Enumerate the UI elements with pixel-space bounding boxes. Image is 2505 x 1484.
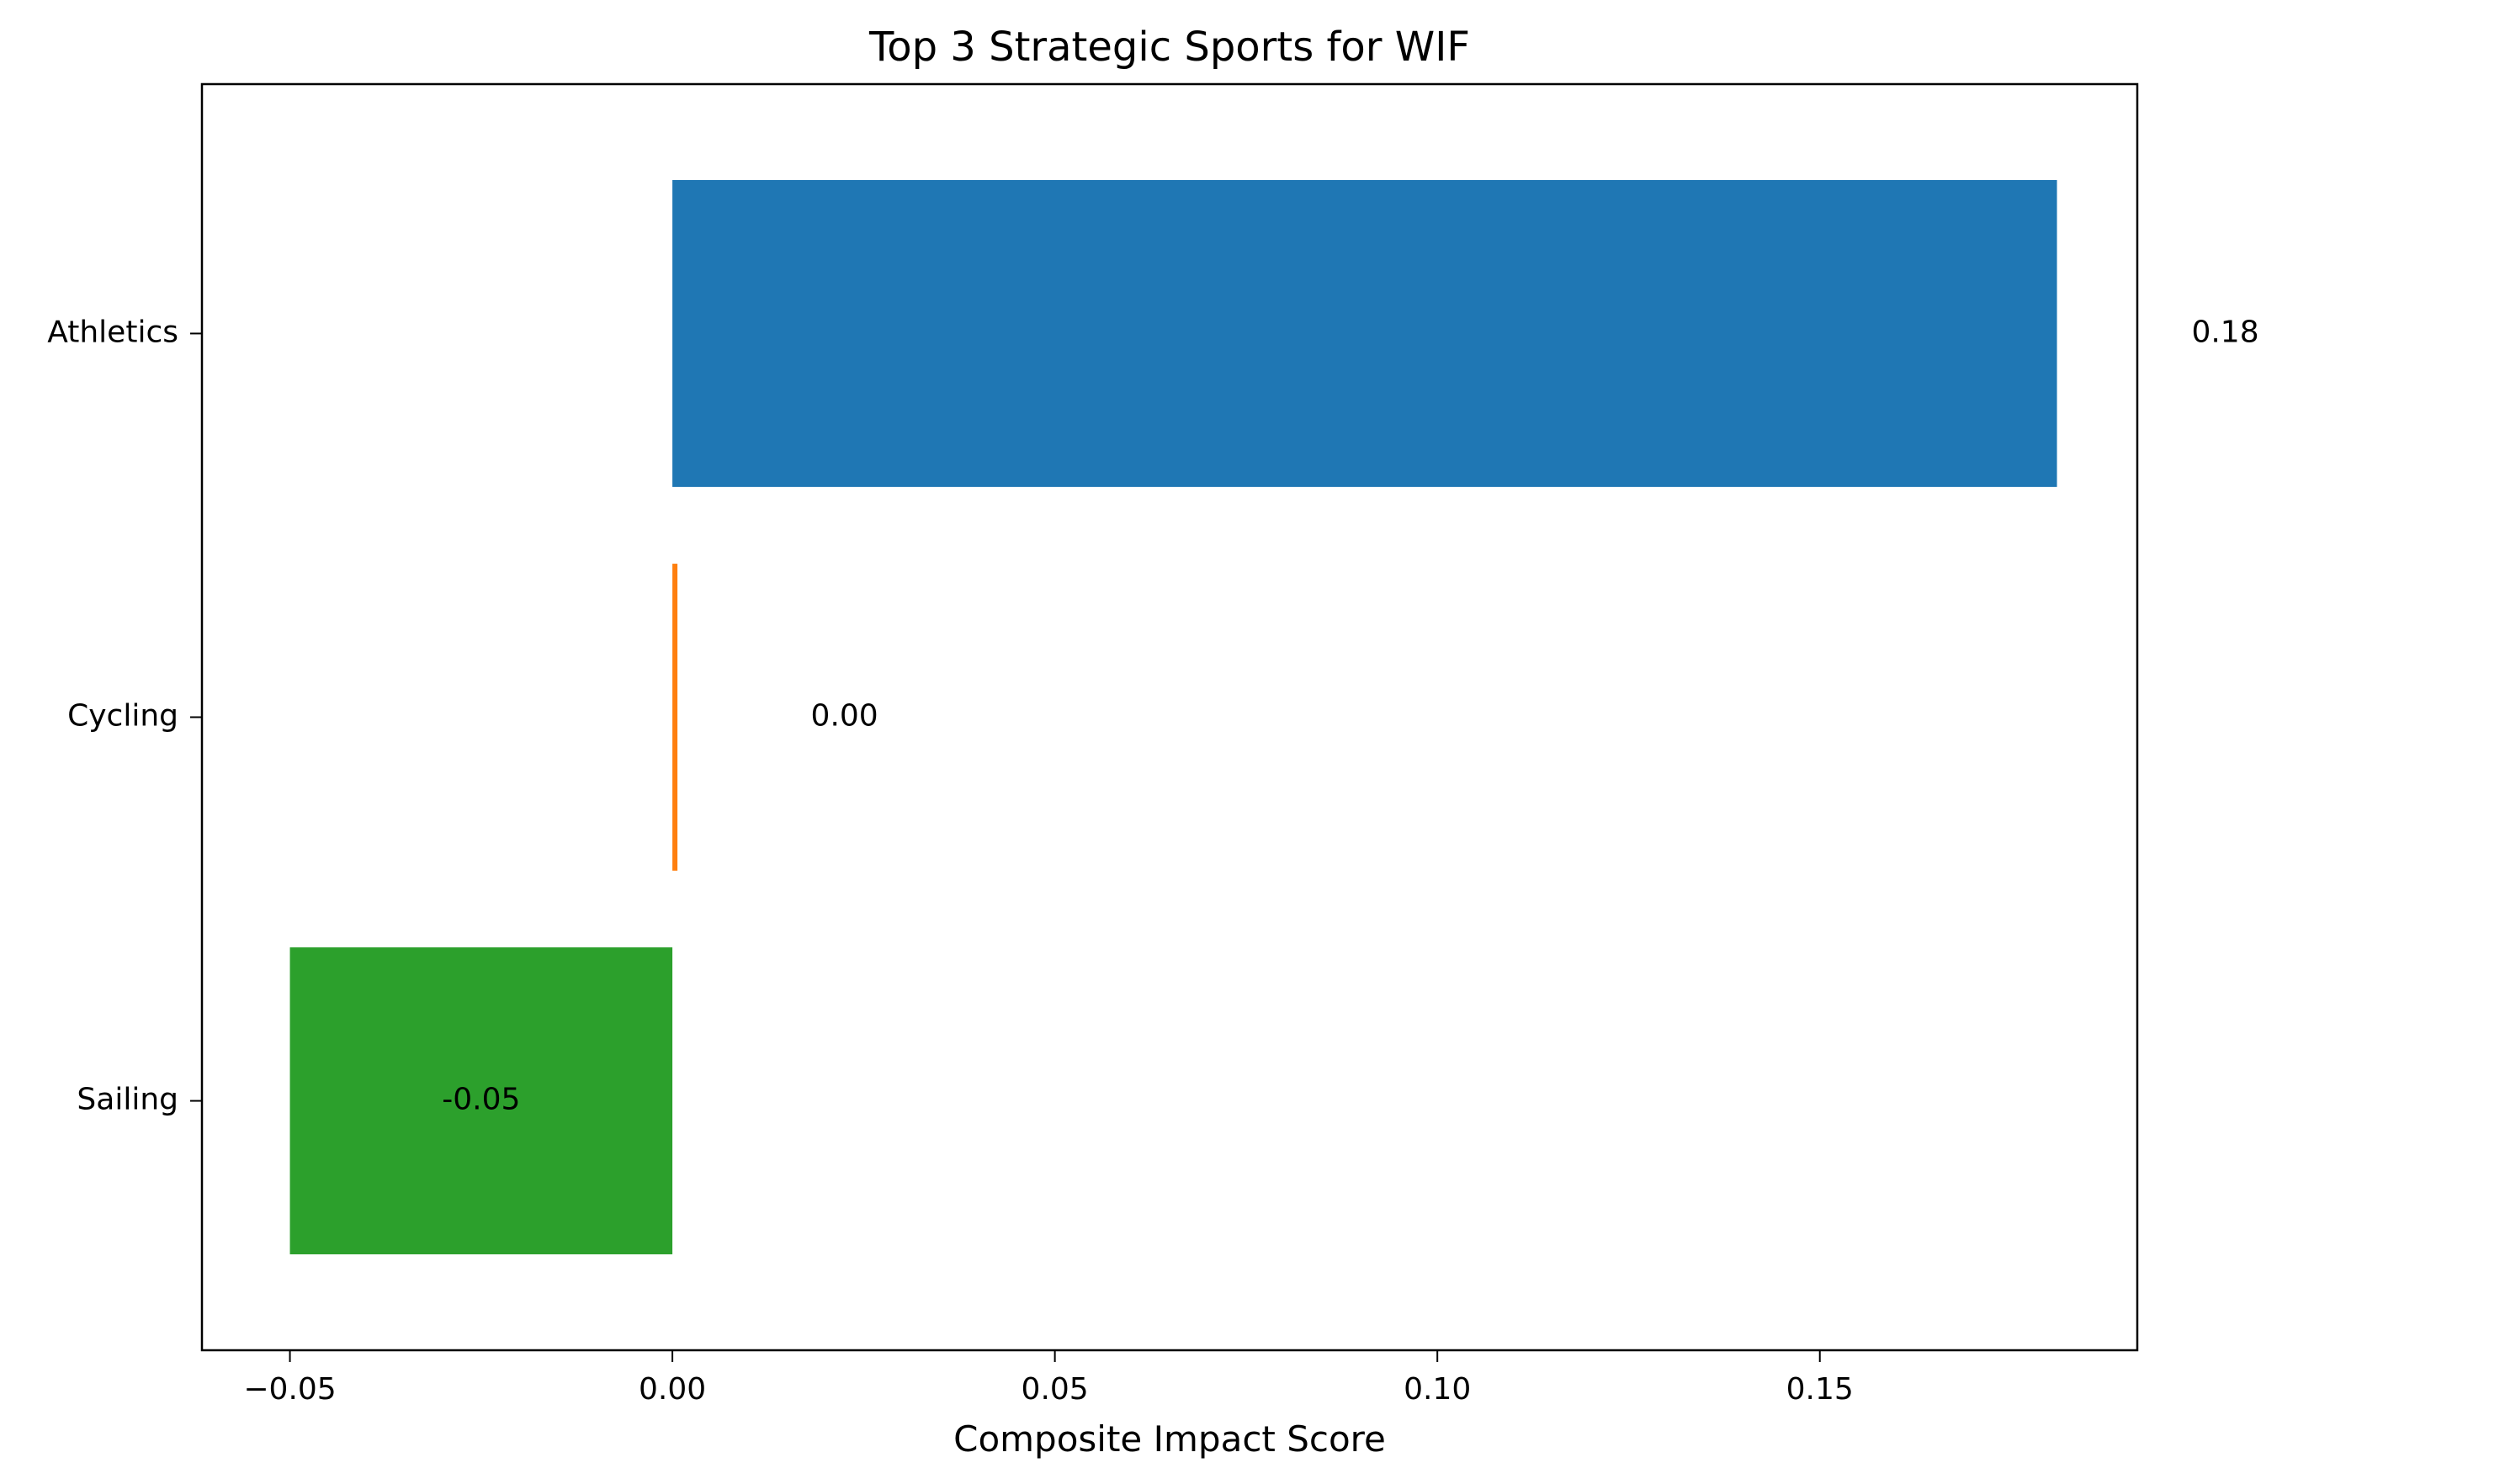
y-tick-label: Cycling [67, 699, 178, 734]
chart-title: Top 3 Strategic Sports for WIF [868, 24, 1470, 71]
bar-sailing [289, 947, 673, 1254]
y-axis-ticks: Athletics Cycling Sailing [47, 315, 202, 1117]
bars [289, 180, 2057, 1254]
x-tick-label: 0.10 [1404, 1372, 1471, 1407]
x-tick-label: 0.05 [1022, 1372, 1089, 1407]
x-tick-label: 0.00 [639, 1372, 706, 1407]
x-axis-label: Composite Impact Score [953, 1418, 1386, 1460]
plot-frame [200, 82, 2139, 1352]
bar-cycling [672, 564, 678, 871]
x-tick-label: 0.15 [1786, 1372, 1854, 1407]
x-tick-label: −0.05 [243, 1372, 336, 1407]
data-label-athletics: 0.18 [2191, 315, 2258, 349]
y-tick-label: Sailing [77, 1083, 178, 1117]
bar-athletics [672, 180, 2057, 487]
data-label-cycling: 0.00 [811, 699, 878, 734]
x-axis-ticks: −0.05 0.00 0.05 0.10 0.15 [243, 1350, 1854, 1407]
y-tick-label: Athletics [47, 315, 178, 349]
data-label-sailing: -0.05 [442, 1083, 520, 1117]
data-labels: 0.18 0.00 -0.05 [442, 315, 2258, 1116]
